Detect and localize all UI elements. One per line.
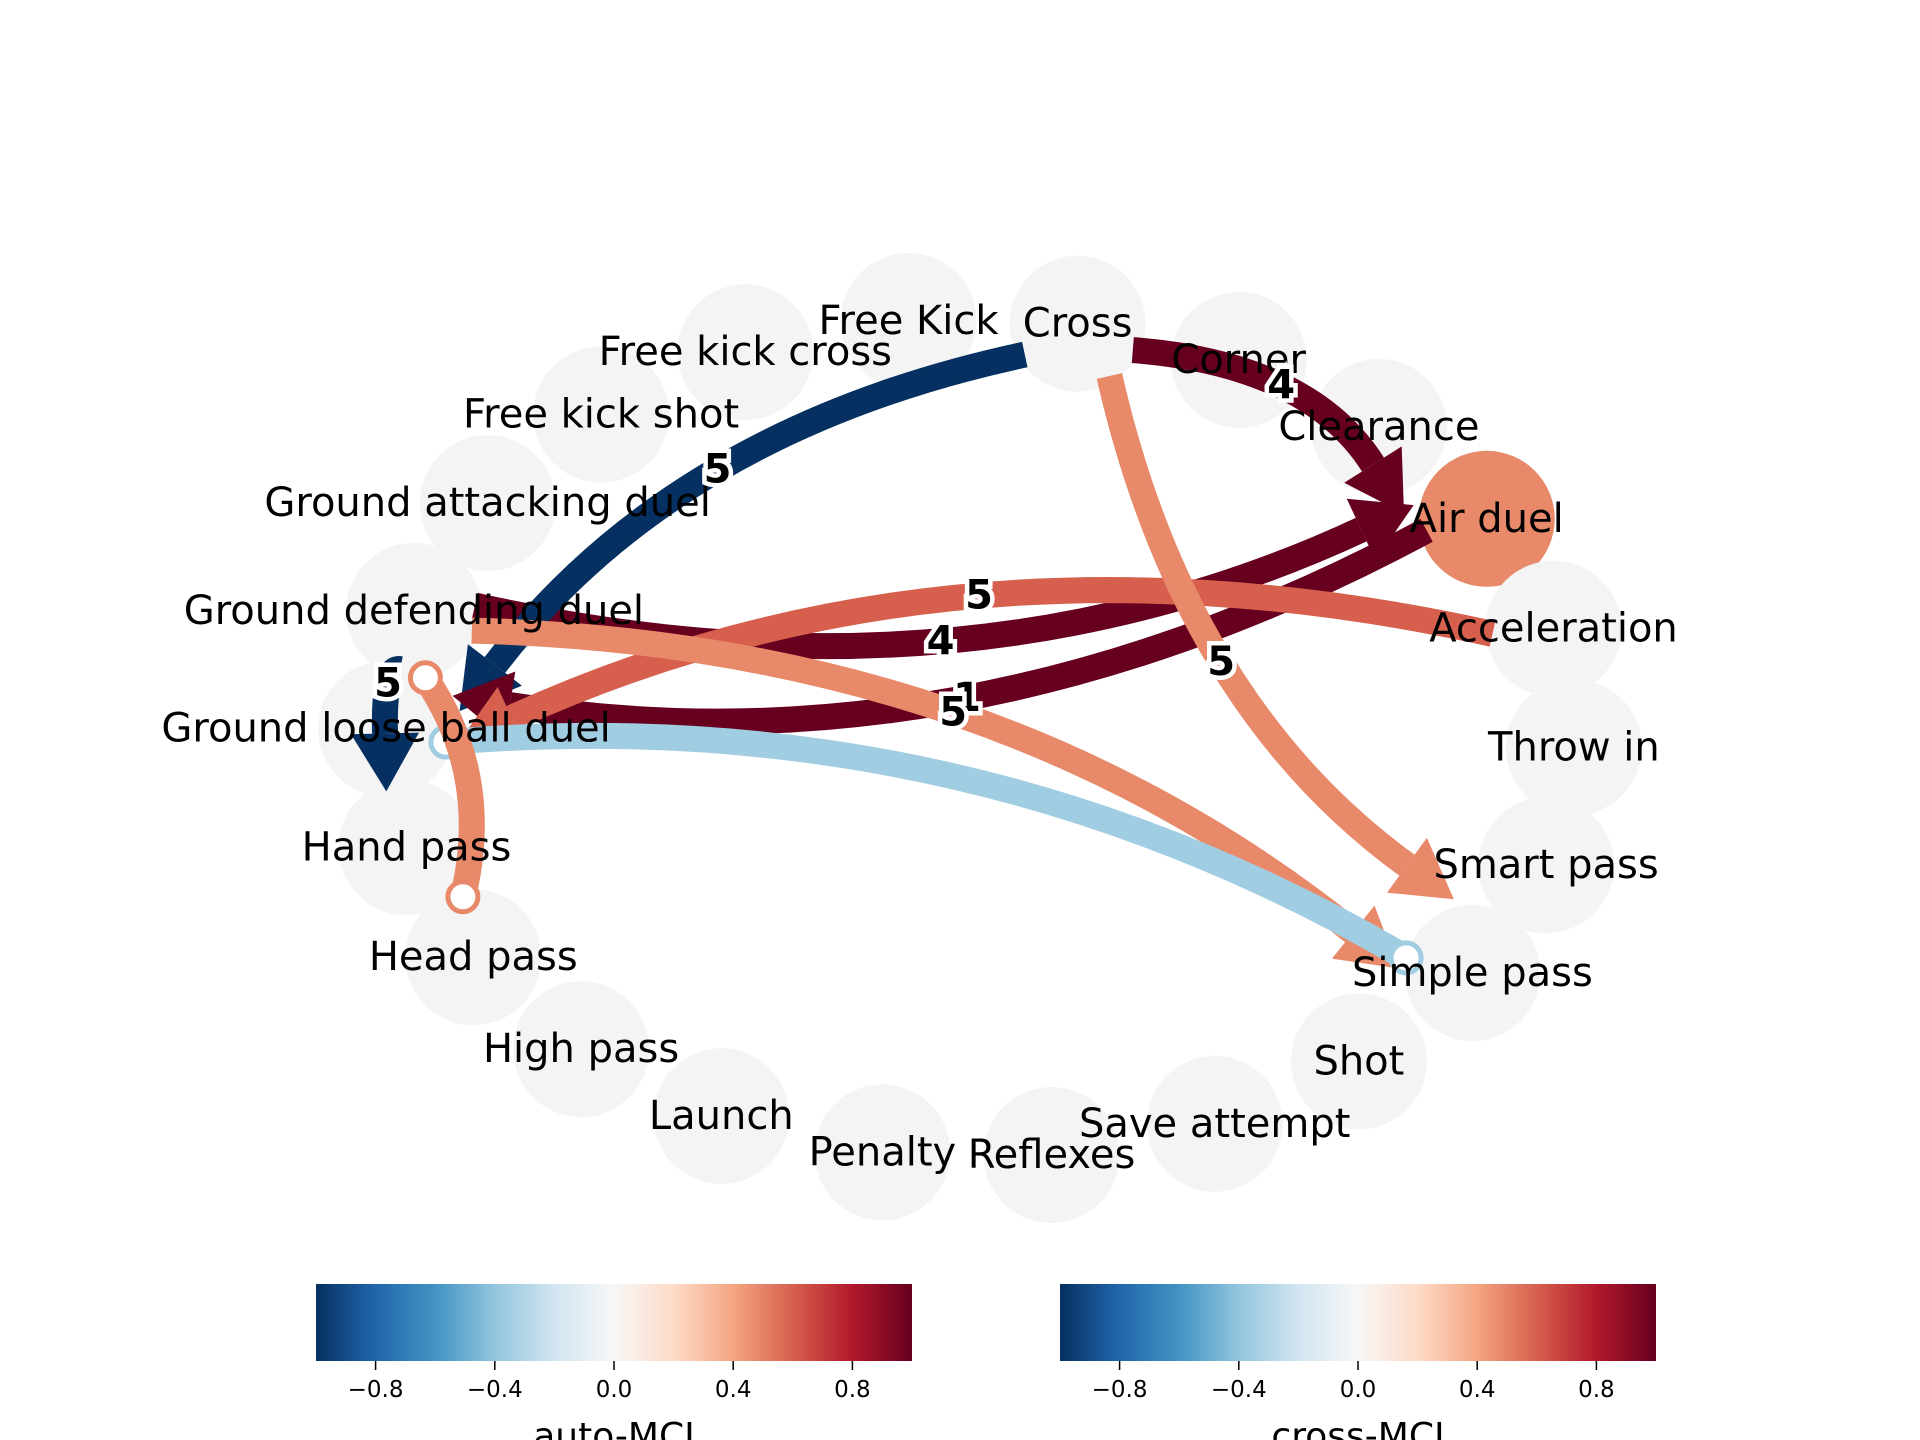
edge-cross-to-air-duel	[1131, 337, 1404, 514]
node-high-pass	[513, 981, 650, 1118]
node-label-smart-pass: Smart pass	[1433, 842, 1658, 888]
node-reflexes	[983, 1087, 1120, 1223]
node-label-high-pass: High pass	[483, 1026, 679, 1072]
node-penalty	[814, 1084, 951, 1221]
edge-label: 4	[927, 618, 955, 664]
colorbar-tick-label: −0.8	[1092, 1377, 1148, 1403]
node-label-ground-defending-duel: Ground defending duel	[184, 588, 644, 634]
node-label-reflexes: Reflexes	[968, 1132, 1136, 1178]
colorbar-tick-label: 0.8	[1578, 1377, 1615, 1403]
edge-label: 5	[704, 447, 732, 493]
node-cross	[1009, 255, 1146, 392]
colorbar-cross-mci: −0.8 −0.4 0.0 0.4 0.8 cross-MCI	[1060, 1284, 1656, 1440]
node-label-ground-attacking-duel: Ground attacking duel	[264, 480, 710, 526]
edge-arrowhead	[351, 732, 419, 792]
edge-circle-start	[445, 879, 481, 915]
node-label-free-kick: Free Kick	[818, 298, 999, 344]
node-label-save-attempt: Save attempt	[1079, 1101, 1350, 1147]
edge-label: 4	[1267, 363, 1295, 409]
edges-layer	[351, 337, 1496, 976]
node-save-attempt	[1146, 1055, 1283, 1192]
node-label-hand-pass: Hand pass	[302, 824, 512, 870]
node-throw-in	[1505, 679, 1642, 816]
node-label-ground-loose-ball-duel: Ground loose ball duel	[161, 706, 610, 752]
edge-cross-to-simple-pass	[1096, 373, 1454, 900]
edge-ground-loose-ball-duel-to-ground-defending-duel	[351, 656, 419, 792]
edge-label: 5	[939, 690, 967, 736]
colorbar-tick-label: 0.4	[715, 1377, 752, 1403]
colorbar-auto-mci-ticks: −0.8 −0.4 0.0 0.4 0.8	[348, 1361, 871, 1403]
colorbar-tick-label: 0.8	[834, 1377, 871, 1403]
node-label-acceleration: Acceleration	[1429, 606, 1678, 652]
node-label-throw-in: Throw in	[1487, 724, 1660, 770]
edge-circle-end	[407, 660, 443, 696]
node-label-free-kick-cross: Free kick cross	[599, 329, 892, 375]
node-simple-pass	[1404, 904, 1541, 1041]
node-acceleration	[1485, 560, 1622, 697]
edge-label: 5	[374, 661, 402, 707]
node-free-kick	[840, 253, 977, 389]
colorbar-tick-label: 0.4	[1459, 1377, 1496, 1403]
nodes-layer	[318, 253, 1642, 1223]
node-label-shot: Shot	[1313, 1038, 1404, 1084]
edge-line	[371, 656, 405, 734]
edge-label: 1	[953, 675, 981, 721]
edge-arrowhead	[1387, 837, 1454, 900]
node-label-air-duel: Air duel	[1410, 496, 1564, 542]
node-air-duel	[1418, 450, 1555, 587]
edge-circle-end	[1388, 940, 1424, 976]
edge-head-pass-to-ground-defending-duel	[407, 660, 485, 915]
colorbar-auto-mci-label: auto-MCI	[533, 1416, 695, 1440]
node-head-pass	[405, 889, 542, 1026]
node-launch	[653, 1048, 790, 1185]
edge-line	[414, 670, 485, 900]
node-smart-pass	[1478, 797, 1615, 934]
edge-line	[484, 341, 1028, 673]
colorbar-tick-label: −0.4	[1211, 1377, 1267, 1403]
edge-line	[471, 617, 1362, 943]
edge-ground-loose-ball-duel-to-simple-pass	[428, 722, 1424, 976]
edge-line	[1131, 337, 1384, 472]
node-label-head-pass: Head pass	[369, 934, 578, 980]
colorbar-auto-mci: −0.8 −0.4 0.0 0.4 0.8 auto-MCI	[316, 1284, 912, 1440]
node-labels-layer: Ground attacking duel Free kick shot Free …	[161, 298, 1677, 1178]
colorbar-cross-mci-label: cross-MCI	[1271, 1416, 1444, 1440]
node-clearance	[1310, 358, 1447, 495]
colorbar-tick-label: −0.8	[348, 1377, 404, 1403]
node-label-simple-pass: Simple pass	[1352, 950, 1593, 996]
edge-line	[1096, 373, 1415, 876]
node-label-corner: Corner	[1171, 337, 1306, 383]
colorbar-tick-label: 0.0	[1340, 1377, 1377, 1403]
node-label-cross: Cross	[1023, 301, 1133, 347]
edge-line	[506, 577, 1496, 730]
edge-label: 5	[1207, 639, 1235, 685]
node-ground-attacking-duel	[419, 435, 556, 572]
colorbar-cross-mci-gradient	[1060, 1284, 1656, 1361]
edge-label: 5	[965, 573, 993, 619]
edge-arrowhead	[1344, 446, 1404, 514]
edge-line	[444, 722, 1413, 970]
node-label-clearance: Clearance	[1278, 404, 1479, 450]
colorbar-tick-label: −0.4	[467, 1377, 523, 1403]
node-free-kick-cross	[677, 284, 814, 421]
node-free-kick-shot	[533, 346, 670, 483]
colorbar-cross-mci-ticks: −0.8 −0.4 0.0 0.4 0.8	[1092, 1361, 1615, 1403]
node-label-launch: Launch	[649, 1093, 794, 1139]
node-label-free-kick-shot: Free kick shot	[463, 392, 739, 438]
colorbar-auto-mci-gradient	[316, 1284, 912, 1361]
node-hand-pass	[338, 779, 475, 916]
edge-arrowhead	[1346, 498, 1414, 561]
node-ground-defending-duel	[345, 542, 482, 679]
node-label-penalty: Penalty	[809, 1129, 957, 1175]
colorbar-tick-label: 0.0	[596, 1377, 633, 1403]
node-shot	[1290, 993, 1427, 1130]
